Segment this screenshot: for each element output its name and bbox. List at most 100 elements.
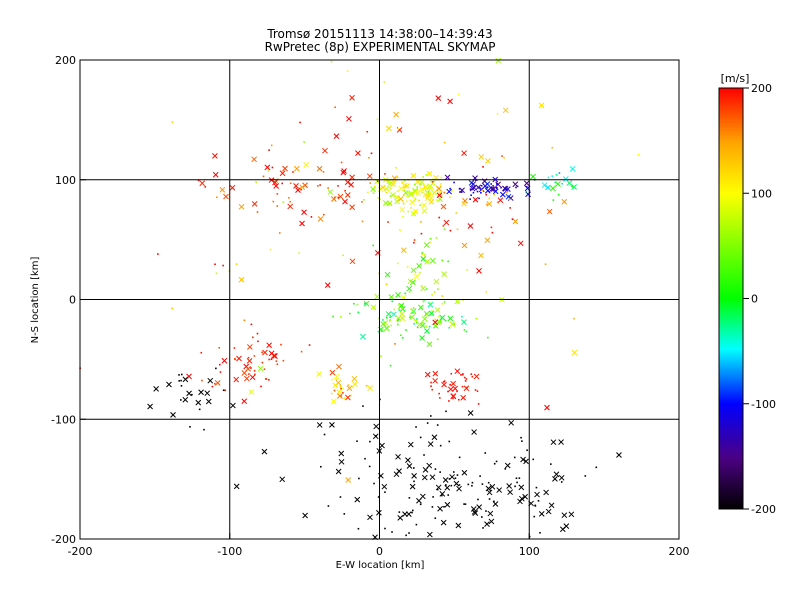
data-point-cross	[435, 95, 442, 101]
data-point-cross	[478, 252, 484, 259]
data-point-dot	[256, 211, 259, 213]
data-point-dot	[444, 319, 447, 322]
data-point-dot	[340, 161, 343, 164]
data-point-dot	[481, 189, 483, 192]
data-point-cross	[337, 393, 343, 399]
colorbar-tick-label: -100	[751, 398, 776, 411]
data-point-dot	[551, 175, 554, 177]
data-point-dot	[298, 252, 300, 254]
data-point-dot	[496, 112, 499, 115]
data-point-dot	[263, 368, 266, 371]
colorbar-label: [m/s]	[721, 72, 750, 85]
data-point-dot	[388, 320, 391, 322]
data-point-dot	[247, 356, 250, 359]
data-point-cross	[405, 457, 411, 463]
data-point-cross	[199, 180, 206, 187]
data-point-dot	[416, 186, 419, 188]
data-point-dot	[250, 323, 253, 326]
data-point-cross	[502, 107, 509, 114]
data-point-dot	[464, 503, 467, 505]
data-point-cross	[390, 311, 397, 318]
data-point-cross	[428, 198, 435, 205]
data-point-cross	[340, 169, 347, 176]
data-point-cross	[545, 508, 552, 515]
data-point-dot	[254, 373, 256, 376]
data-point-dot	[275, 360, 278, 362]
data-point-dot	[385, 283, 388, 286]
data-point-cross	[244, 375, 250, 382]
data-point-cross	[341, 168, 347, 174]
data-point-dot	[467, 483, 470, 486]
data-point-dot	[453, 181, 455, 184]
data-point-dot	[308, 344, 311, 346]
data-point-cross	[433, 278, 440, 285]
colorbar-ticks: 200 100 0 -100 -200	[743, 82, 776, 516]
data-point-cross	[544, 404, 550, 411]
data-point-dot	[532, 458, 535, 461]
data-point-cross	[410, 308, 417, 315]
data-point-dot	[488, 197, 491, 200]
data-point-dot	[490, 226, 493, 229]
data-point-dot	[349, 312, 351, 315]
data-point-dot	[429, 302, 432, 305]
data-point-cross	[349, 204, 355, 211]
data-point-dot	[366, 130, 369, 133]
data-point-dot	[319, 184, 321, 186]
data-point-dot	[397, 318, 400, 321]
data-point-dot	[637, 153, 640, 156]
data-point-dot	[449, 187, 451, 190]
data-point-cross	[214, 380, 221, 386]
data-point-dot	[267, 170, 270, 173]
data-point-dot	[233, 347, 236, 349]
data-point-dot	[552, 199, 555, 201]
data-point-cross	[410, 210, 417, 217]
data-point-dot	[222, 264, 224, 267]
data-point-dot	[471, 375, 474, 378]
data-point-dot	[364, 457, 366, 460]
data-point-cross	[262, 349, 268, 356]
x-axis-label: E-W location [km]	[336, 560, 425, 571]
data-point-cross	[233, 483, 240, 490]
data-point-dot	[415, 319, 418, 322]
data-point-dot	[445, 410, 447, 413]
data-point-cross	[450, 380, 457, 387]
data-point-cross	[550, 439, 557, 446]
data-point-cross	[316, 371, 322, 377]
data-point-dot	[482, 527, 484, 529]
data-point-cross	[428, 310, 435, 317]
data-point-cross	[447, 315, 454, 322]
data-point-dot	[487, 336, 489, 339]
data-point-dot	[398, 309, 401, 311]
data-point-dot	[430, 385, 432, 388]
data-point-cross	[205, 398, 212, 405]
data-point-cross	[333, 133, 340, 139]
data-point-cross	[170, 412, 176, 418]
data-point-cross	[264, 164, 271, 171]
data-point-dot	[397, 320, 399, 322]
colorbar-tick-label: 200	[751, 82, 772, 95]
data-point-cross	[416, 497, 422, 504]
data-point-cross	[409, 199, 415, 206]
x-tick-label: -200	[68, 545, 93, 558]
data-point-dot	[343, 397, 346, 400]
data-point-dot	[496, 186, 498, 189]
data-point-cross	[490, 186, 497, 192]
data-point-dot	[504, 468, 507, 470]
data-point-cross	[395, 453, 401, 460]
data-point-dot	[479, 475, 481, 477]
data-point-dot	[204, 186, 207, 188]
data-point-cross	[198, 389, 204, 396]
data-point-dot	[268, 149, 270, 151]
data-point-dot	[157, 253, 159, 255]
data-point-dot	[503, 157, 505, 159]
data-point-cross	[436, 185, 442, 192]
data-point-cross	[397, 515, 404, 521]
data-point-dot	[448, 326, 451, 329]
data-point-dot	[396, 190, 399, 192]
data-point-cross	[248, 389, 255, 395]
data-point-dot	[215, 367, 217, 370]
data-point-dot	[438, 392, 440, 395]
data-point-cross	[402, 511, 408, 517]
data-point-dot	[463, 329, 466, 331]
data-point-cross	[546, 208, 553, 215]
